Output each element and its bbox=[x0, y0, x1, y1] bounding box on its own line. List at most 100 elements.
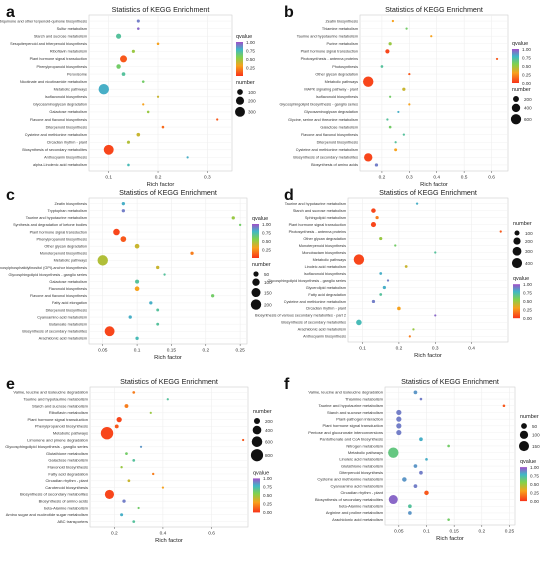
x-tick-label: 0.4 bbox=[160, 531, 167, 537]
y-tick-label: Monoterpenoid biosynthesis bbox=[40, 252, 87, 256]
qvalue-tick-label: 0.25 bbox=[263, 502, 272, 507]
data-point bbox=[404, 265, 408, 268]
number-legend-label: 200 bbox=[264, 302, 272, 307]
data-point bbox=[113, 228, 120, 236]
data-point bbox=[242, 438, 245, 442]
data-point bbox=[413, 484, 418, 488]
plot-area bbox=[384, 386, 516, 526]
data-point bbox=[430, 35, 433, 38]
panel-label-e: e bbox=[6, 376, 15, 393]
number-legend-label: 200 bbox=[524, 97, 532, 102]
data-point bbox=[394, 148, 398, 152]
y-tick-label: Flavonoid biosynthesis bbox=[48, 464, 88, 469]
y-tick-label: Biosynthesis of various secondary metabo… bbox=[255, 314, 346, 318]
y-tick-label: Plant hormone signal transduction bbox=[28, 417, 88, 422]
qvalue-legend-title: qvalue bbox=[513, 276, 529, 282]
y-tick-label: Cysteine and methionine metabolism bbox=[296, 148, 358, 152]
number-legend-label: 50 bbox=[264, 272, 270, 277]
y-tick-label: Phenylpropanoid biosynthesis bbox=[37, 237, 88, 241]
number-legend-dot bbox=[514, 230, 520, 236]
y-tick-label: Metabolic pathways bbox=[348, 450, 383, 455]
y-tick-label: Metabolic pathways bbox=[54, 88, 87, 92]
qvalue-tick-label: 1.00 bbox=[262, 222, 271, 227]
qvalue-tick-label: 0.50 bbox=[262, 239, 271, 244]
y-tick-label: Plant hormone signal transduction bbox=[289, 223, 346, 227]
x-tick-label: 0.3 bbox=[432, 346, 439, 352]
qvalue-tick-label: 0.25 bbox=[530, 490, 539, 495]
data-point bbox=[136, 19, 140, 23]
data-point bbox=[388, 125, 392, 129]
data-point bbox=[388, 42, 392, 46]
y-tick-label: Riboflavin metabolism bbox=[49, 410, 89, 415]
data-point bbox=[156, 308, 160, 312]
data-point bbox=[405, 27, 408, 30]
data-point bbox=[425, 458, 428, 461]
y-tick-label: Arachidonic acid metabolism bbox=[298, 328, 346, 332]
y-tick-label: Pantothenate and CoA biosynthesis bbox=[320, 437, 383, 442]
data-point bbox=[371, 299, 376, 304]
number-legend-dot bbox=[510, 114, 522, 125]
y-tick-label: Cysteine and methionine metabolism bbox=[284, 300, 346, 304]
y-tick-label: Photosynthesis - antenna proteins bbox=[289, 230, 347, 234]
qvalue-tick-label: 0.00 bbox=[522, 81, 531, 86]
data-point bbox=[434, 251, 437, 254]
number-legend-dot bbox=[235, 106, 245, 117]
data-point bbox=[499, 230, 502, 233]
y-tick-label: beta-Alanine metabolism bbox=[44, 505, 89, 510]
number-legend-label: 300 bbox=[525, 249, 533, 254]
panel-label-d: d bbox=[284, 187, 294, 204]
plot-area bbox=[88, 197, 248, 345]
data-point bbox=[121, 209, 125, 213]
data-point bbox=[434, 314, 437, 317]
data-point bbox=[104, 489, 115, 499]
data-point bbox=[396, 409, 402, 416]
data-point bbox=[126, 140, 131, 144]
data-point bbox=[211, 294, 215, 298]
panel-label-c: c bbox=[6, 187, 15, 204]
qvalue-tick-label: 1.00 bbox=[530, 465, 539, 470]
data-point bbox=[379, 272, 383, 275]
y-tick-label: Other glycan degradation bbox=[315, 72, 358, 76]
data-point bbox=[396, 423, 402, 429]
y-tick-label: Biosynthesis of secondary metabolites bbox=[22, 330, 87, 334]
y-tick-label: Taurine and hypotaurine metabolism bbox=[24, 397, 89, 402]
qvalue-tick-label: 0.25 bbox=[523, 307, 532, 312]
qvalue-tick-label: 0.75 bbox=[246, 48, 255, 53]
data-point bbox=[412, 328, 415, 331]
data-point bbox=[397, 110, 400, 114]
y-tick-label: Nitrogen metabolism bbox=[346, 443, 383, 448]
y-tick-label: MAPK signaling pathway - plant bbox=[304, 88, 359, 92]
y-tick-label: Sulfur metabolism bbox=[57, 27, 87, 31]
number-legend-dot bbox=[253, 271, 259, 277]
y-tick-label: Sphingolipid metabolism bbox=[305, 216, 346, 220]
number-legend-label: 50 bbox=[532, 424, 538, 429]
number-legend-title: number bbox=[236, 80, 255, 86]
y-tick-label: Plant hormone signal transduction bbox=[323, 423, 383, 428]
number-legend-label: 400 bbox=[525, 261, 533, 266]
data-point bbox=[127, 479, 131, 483]
y-tick-label: Thiamine metabolism bbox=[322, 27, 358, 31]
y-tick-label: Glycosphingolipid biosynthesis - ganglio… bbox=[267, 279, 346, 283]
number-legend-title: number bbox=[513, 221, 532, 227]
x-tick-label: 0.05 bbox=[394, 529, 404, 535]
x-tick-label: 0.1 bbox=[105, 175, 112, 181]
data-point bbox=[415, 202, 419, 205]
number-legend-label: 400 bbox=[265, 428, 273, 433]
data-point bbox=[163, 273, 166, 276]
data-point bbox=[131, 49, 135, 53]
y-tick-label: Taurine and hypotaurine metabolism bbox=[26, 216, 87, 220]
y-tick-label: Plant hormone signal transduction bbox=[30, 57, 87, 61]
svg-text:c: c bbox=[6, 187, 15, 204]
data-point bbox=[419, 397, 423, 401]
y-tick-label: Flavone and flavonol biosynthesis bbox=[30, 118, 87, 122]
number-legend-dot bbox=[250, 299, 262, 310]
y-tick-label: Linoleic acid metabolism bbox=[305, 265, 346, 269]
qvalue-colorbar bbox=[520, 467, 527, 502]
data-point bbox=[413, 464, 418, 468]
x-tick-label: 0.1 bbox=[134, 348, 141, 354]
data-point bbox=[135, 279, 140, 284]
data-point bbox=[166, 398, 169, 401]
data-point bbox=[120, 55, 128, 63]
data-point bbox=[137, 506, 140, 510]
y-tick-label: Diterpenoid biosynthesis bbox=[46, 125, 87, 129]
